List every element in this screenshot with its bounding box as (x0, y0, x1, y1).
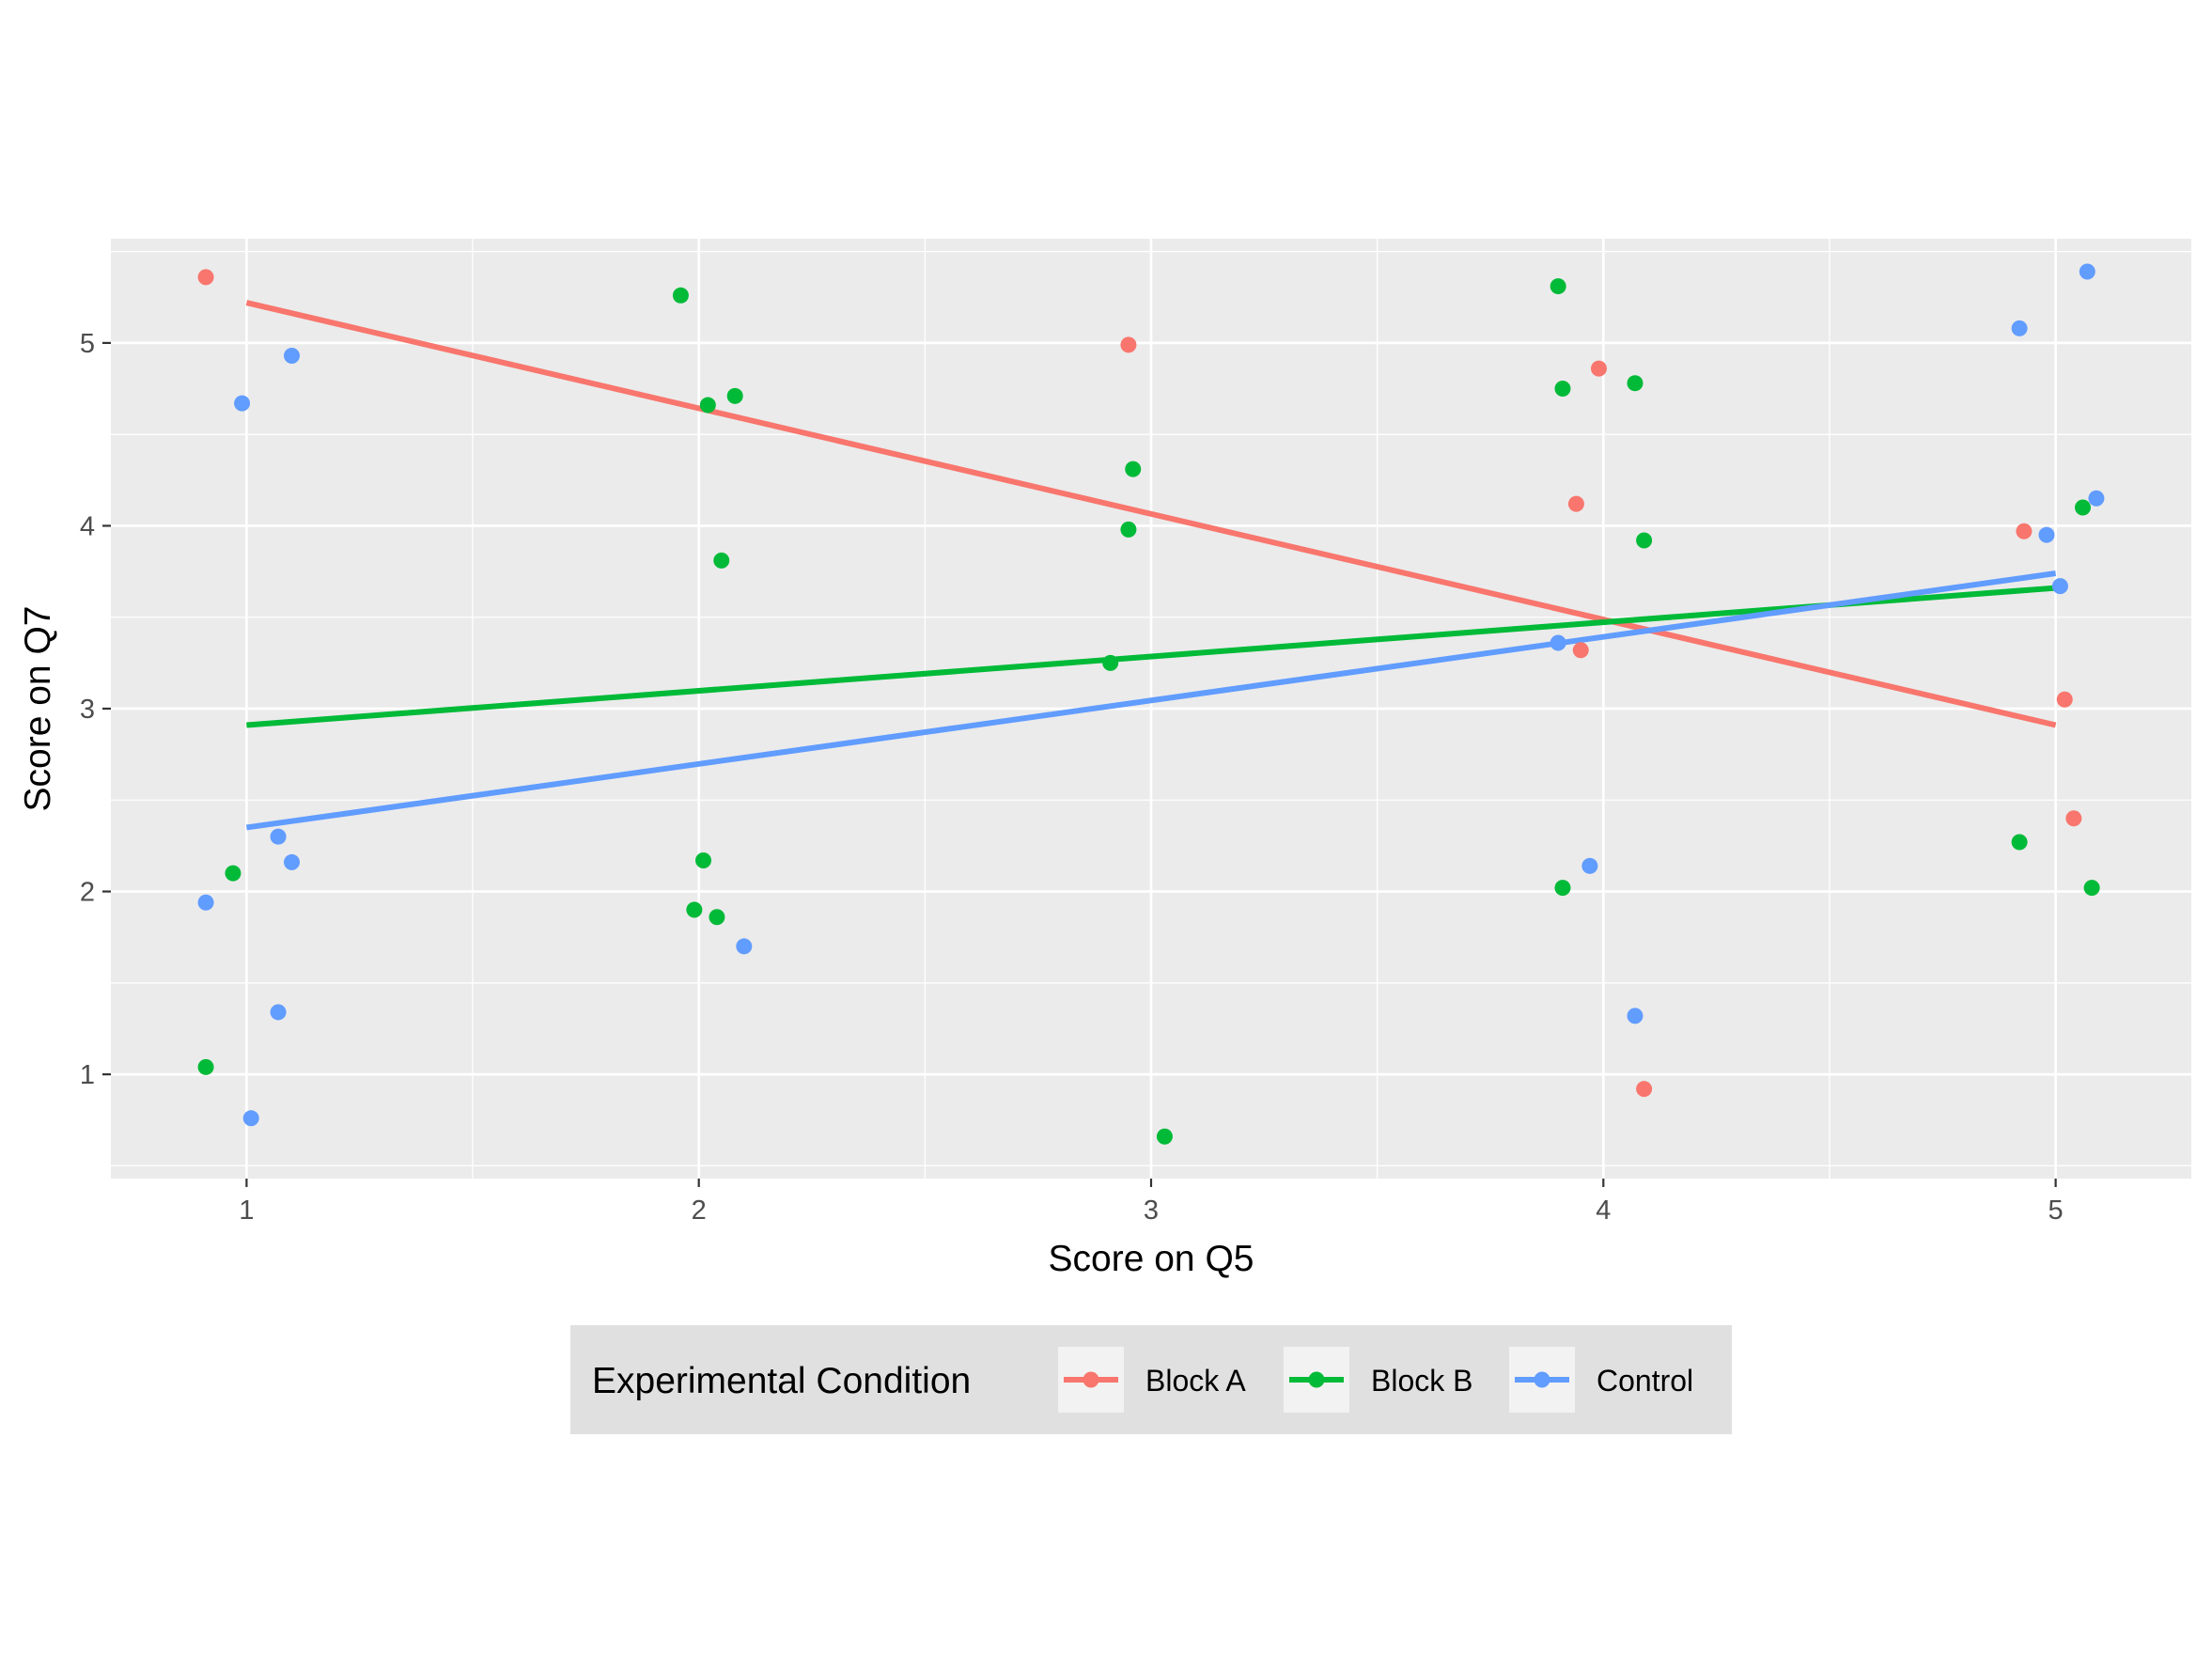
point-block-b (1627, 375, 1643, 392)
point-block-b (1554, 880, 1571, 897)
legend-title: Experimental Condition (592, 1361, 971, 1401)
point-block-b (1125, 461, 1142, 477)
y-tick-label: 2 (80, 878, 95, 908)
point-block-b (1120, 521, 1137, 538)
point-control (197, 894, 214, 911)
x-tick-label: 4 (1596, 1195, 1611, 1226)
y-tick-label: 4 (80, 511, 95, 541)
point-block-b (695, 852, 712, 868)
points (197, 263, 2105, 1145)
point-block-a (1567, 495, 1584, 512)
point-control (270, 1004, 287, 1021)
point-block-b (1636, 532, 1653, 549)
y-axis-ticks: 1 2 3 4 5 (80, 329, 111, 1090)
point-control (736, 938, 753, 955)
point-block-b (1156, 1128, 1173, 1145)
point-block-b (1554, 381, 1571, 398)
point-block-b (713, 552, 730, 569)
legend: Experimental Condition Block A Block B Con… (570, 1325, 1732, 1434)
fit-line-control (245, 570, 2057, 831)
fit-line-block-a (245, 300, 2057, 728)
legend-key-point-block-b (1308, 1371, 1325, 1388)
x-tick-label: 1 (239, 1195, 254, 1226)
point-control (270, 828, 287, 845)
point-block-b (699, 397, 716, 414)
point-control (2051, 578, 2068, 595)
legend-keys: Block A Block B Control (1058, 1347, 1693, 1413)
x-axis-title: Score on Q5 (1049, 1239, 1254, 1279)
point-block-b (2011, 834, 2028, 851)
y-tick-label: 1 (80, 1060, 95, 1090)
fit-lines (245, 300, 2057, 831)
point-block-b (686, 901, 703, 918)
y-tick-label: 3 (80, 695, 95, 725)
point-block-b (225, 865, 241, 882)
point-block-a (1590, 360, 1607, 377)
legend-label-block-a: Block A (1145, 1364, 1246, 1398)
point-control (2079, 263, 2095, 280)
point-block-b (2074, 499, 2091, 516)
point-block-a (1120, 336, 1137, 353)
x-axis-ticks: 1 2 3 4 5 (239, 1179, 2064, 1226)
point-control (242, 1110, 259, 1127)
point-block-b (1102, 654, 1119, 671)
point-block-b (197, 1058, 214, 1075)
legend-key-point-control (1534, 1371, 1550, 1388)
point-block-b (1550, 278, 1566, 295)
x-tick-label: 2 (692, 1195, 707, 1226)
point-control (1581, 857, 1598, 874)
point-control (1627, 1008, 1643, 1024)
point-control (234, 395, 251, 412)
point-block-a (2056, 691, 2073, 708)
legend-label-block-b: Block B (1371, 1364, 1472, 1398)
point-control (2038, 526, 2055, 543)
point-block-a (2016, 523, 2033, 539)
legend-key-point-block-a (1083, 1371, 1099, 1388)
point-control (1550, 634, 1566, 651)
point-block-a (1636, 1081, 1653, 1098)
point-block-b (709, 909, 725, 926)
point-block-a (197, 269, 214, 286)
point-block-a (2065, 810, 2082, 827)
x-tick-label: 5 (2048, 1195, 2064, 1226)
point-control (2088, 490, 2105, 507)
point-block-b (672, 287, 689, 304)
legend-label-control: Control (1597, 1364, 1693, 1398)
point-block-b (726, 387, 743, 404)
y-tick-label: 5 (80, 329, 95, 359)
point-control (284, 853, 301, 870)
y-axis-title: Score on Q7 (18, 606, 58, 812)
x-tick-label: 3 (1144, 1195, 1159, 1226)
point-control (284, 348, 301, 365)
point-block-a (1572, 642, 1589, 659)
fit-line-block-b (246, 585, 2056, 728)
point-block-b (2083, 880, 2100, 897)
point-control (2011, 320, 2028, 336)
